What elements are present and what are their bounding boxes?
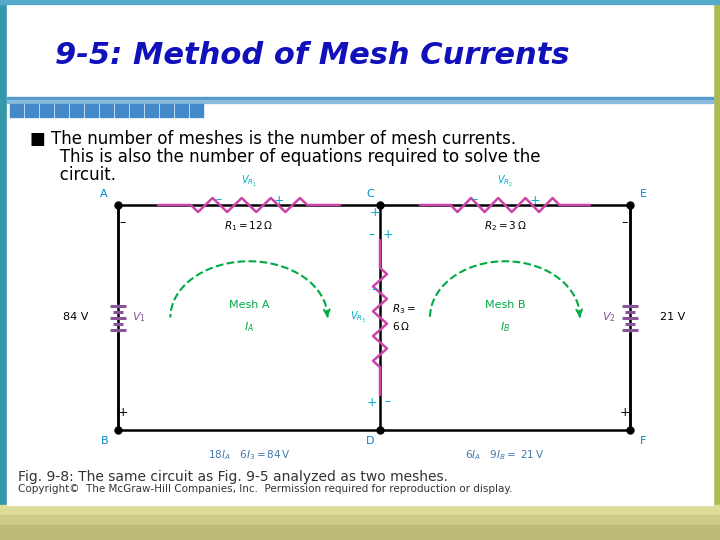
- Text: +: +: [117, 406, 128, 419]
- Text: $18I_A$   $6I_3 = 84\,\mathrm{V}$: $18I_A$ $6I_3 = 84\,\mathrm{V}$: [207, 448, 290, 462]
- Text: $V_1$: $V_1$: [132, 310, 146, 325]
- Text: Copyright©  The McGraw-Hill Companies, Inc.  Permission required for reproductio: Copyright© The McGraw-Hill Companies, In…: [18, 484, 513, 494]
- Bar: [175, 104, 188, 117]
- Text: C: C: [366, 189, 374, 199]
- Text: E: E: [640, 189, 647, 199]
- Text: circuit.: circuit.: [44, 166, 116, 184]
- Text: A: A: [100, 189, 108, 199]
- Bar: [0, 0, 720, 4]
- Bar: [0, 515, 720, 540]
- Text: +: +: [274, 193, 284, 206]
- Text: 21 V: 21 V: [660, 313, 685, 322]
- Text: 9-5: Method of Mesh Currents: 9-5: Method of Mesh Currents: [55, 40, 570, 70]
- Bar: [85, 104, 98, 117]
- Text: Mesh A: Mesh A: [229, 300, 269, 310]
- Text: –: –: [385, 395, 391, 408]
- Text: +: +: [383, 228, 393, 241]
- Text: $V_{R_3}$: $V_{R_3}$: [350, 310, 366, 325]
- Text: –: –: [472, 193, 478, 206]
- Text: $V_{R_2}$: $V_{R_2}$: [497, 174, 513, 189]
- Text: +: +: [366, 395, 377, 408]
- Bar: [115, 104, 128, 117]
- Bar: [713, 0, 720, 540]
- Bar: [100, 104, 113, 117]
- Text: $I_B$: $I_B$: [500, 321, 510, 334]
- Bar: [40, 104, 53, 117]
- Text: $R_3 = $
$6\,\Omega$: $R_3 = $ $6\,\Omega$: [392, 302, 415, 333]
- Text: $R_2 = 3\,\Omega$: $R_2 = 3\,\Omega$: [484, 219, 526, 233]
- Bar: [160, 104, 173, 117]
- Bar: [70, 104, 83, 117]
- Text: $R_1 = 12\,\Omega$: $R_1 = 12\,\Omega$: [225, 219, 274, 233]
- Text: $I_A$: $I_A$: [244, 321, 254, 334]
- Text: Mesh B: Mesh B: [485, 300, 526, 310]
- Text: B: B: [100, 436, 108, 446]
- Text: $V_{R_1}$: $V_{R_1}$: [241, 174, 257, 189]
- Bar: [7, 0, 713, 100]
- Bar: [190, 104, 203, 117]
- Text: $V_2$: $V_2$: [602, 310, 616, 325]
- Text: –: –: [216, 193, 222, 206]
- Bar: [10, 104, 23, 117]
- Text: Fig. 9-8: The same circuit as Fig. 9-5 analyzed as two meshes.: Fig. 9-8: The same circuit as Fig. 9-5 a…: [18, 470, 448, 484]
- Bar: [130, 104, 143, 117]
- Text: D: D: [366, 436, 374, 446]
- Text: This is also the number of equations required to solve the: This is also the number of equations req…: [44, 148, 541, 166]
- Text: +: +: [369, 206, 380, 219]
- Bar: [7, 103, 713, 505]
- Bar: [55, 104, 68, 117]
- Bar: [145, 104, 158, 117]
- Text: –: –: [372, 283, 378, 296]
- Text: –: –: [622, 217, 628, 230]
- Bar: [0, 505, 720, 540]
- Text: $6I_A$   $9I_B =\;21\,\mathrm{V}$: $6I_A$ $9I_B =\;21\,\mathrm{V}$: [465, 448, 544, 462]
- Text: –: –: [369, 228, 375, 241]
- Text: F: F: [640, 436, 647, 446]
- Text: 84 V: 84 V: [63, 313, 88, 322]
- Bar: [7, 100, 713, 103]
- Bar: [7, 97, 713, 100]
- Text: –: –: [120, 217, 126, 230]
- Bar: [25, 104, 38, 117]
- Text: +: +: [620, 406, 630, 419]
- Bar: [0, 0, 7, 540]
- Text: ■ The number of meshes is the number of mesh currents.: ■ The number of meshes is the number of …: [30, 130, 516, 148]
- Bar: [0, 525, 720, 540]
- Text: +: +: [530, 193, 540, 206]
